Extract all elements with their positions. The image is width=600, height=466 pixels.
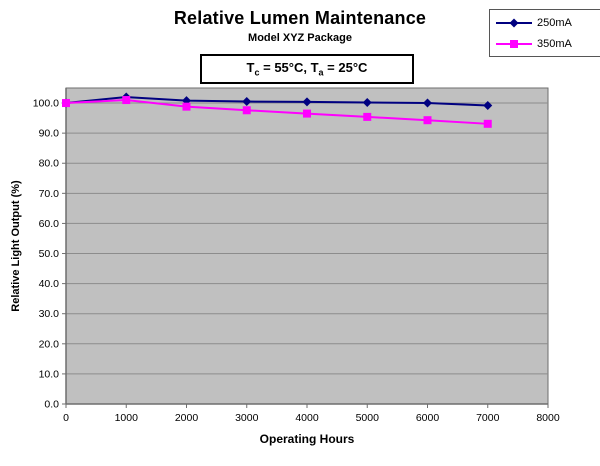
y-tick-label: 50.0	[39, 248, 60, 260]
temperature-annotation: Tc = 55°C, Ta = 25°C	[200, 54, 414, 84]
chart-subtitle: Model XYZ Package	[248, 32, 352, 44]
y-tick-label: 60.0	[39, 218, 60, 230]
x-tick-label: 2000	[175, 412, 199, 424]
data-point-square	[423, 116, 432, 125]
legend-label: 250mA	[537, 16, 572, 29]
series-350mA	[62, 96, 492, 128]
legend: 250mA 350mA	[489, 9, 600, 57]
legend-label: 350mA	[537, 37, 572, 50]
x-tick-label: 3000	[235, 412, 259, 424]
data-point-square	[62, 99, 70, 108]
y-tick-label: 100.0	[33, 98, 59, 110]
x-tick-label: 0	[63, 412, 69, 424]
data-point-diamond	[483, 100, 493, 110]
data-point-diamond	[302, 97, 312, 107]
legend-line-square-icon	[496, 39, 532, 48]
data-point-square	[363, 112, 372, 121]
y-axis-title: Relative Light Output (%)	[10, 180, 22, 312]
data-point-diamond	[242, 97, 252, 107]
data-point-square	[122, 96, 131, 105]
x-tick-label: 5000	[356, 412, 380, 424]
series-line-250mA	[65, 96, 488, 107]
legend-item-350mA: 350mA	[494, 34, 600, 53]
x-tick-label: 6000	[416, 412, 440, 424]
plot-background	[65, 87, 549, 405]
x-tick-label: 7000	[476, 412, 500, 424]
data-point-square	[510, 39, 518, 48]
data-point-diamond	[362, 97, 372, 107]
data-point-diamond	[423, 98, 432, 108]
x-tick-label: 4000	[295, 412, 319, 424]
y-tick-label: 0.0	[44, 399, 59, 411]
data-point-square	[242, 106, 251, 115]
x-axis-title: Operating Hours	[259, 432, 355, 446]
x-tick-label: 1000	[115, 412, 139, 424]
x-tick-label: 8000	[536, 412, 560, 424]
y-tick-label: 40.0	[39, 278, 60, 290]
data-point-square	[182, 102, 191, 111]
legend-line-diamond-icon	[496, 18, 532, 27]
series-line-350mA	[65, 99, 488, 125]
y-tick-label: 80.0	[39, 158, 60, 170]
data-point-square	[483, 119, 492, 128]
y-tick-label: 70.0	[39, 188, 60, 200]
y-tick-label: 20.0	[39, 338, 60, 350]
data-point-diamond	[509, 18, 519, 27]
chart-title: Relative Lumen Maintenance	[173, 8, 427, 28]
legend-item-250mA: 250mA	[494, 13, 600, 32]
data-point-square	[303, 109, 311, 118]
annotation-text: Tc = 55°C, Ta = 25°C	[246, 60, 368, 78]
y-tick-label: 30.0	[39, 308, 60, 320]
y-tick-label: 10.0	[39, 368, 60, 380]
y-tick-label: 90.0	[39, 128, 60, 140]
